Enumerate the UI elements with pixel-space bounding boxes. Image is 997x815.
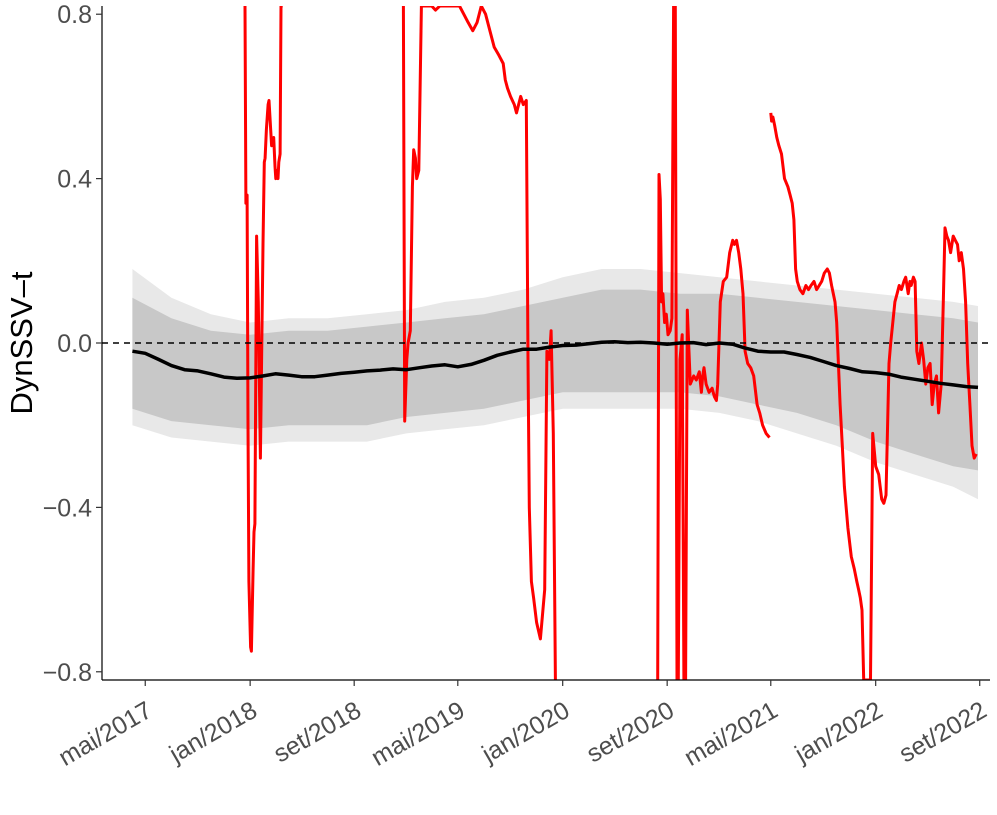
observed-series-line-1 (243, 6, 283, 653)
x-tick-label: mai/2017 (54, 696, 157, 772)
x-tick-label: mai/2019 (366, 696, 469, 772)
x-tick-label: set/2022 (894, 696, 991, 768)
x-tick-label: jan/2022 (789, 696, 887, 769)
x-tick-label: set/2020 (582, 696, 679, 768)
observed-series-line-4 (769, 112, 870, 680)
y-axis-title: DynSSV–t (4, 271, 39, 414)
y-tick-label: −0.8 (43, 659, 92, 687)
confidence-bands (132, 269, 978, 500)
y-tick-label: −0.4 (43, 494, 92, 522)
y-tick-label: 0.0 (57, 330, 92, 358)
data-series (102, 6, 990, 680)
inner-band (132, 289, 978, 471)
x-tick-label: set/2018 (269, 696, 366, 768)
observed-series-line-5 (869, 226, 978, 680)
y-tick-label: 0.8 (57, 1, 92, 29)
x-tick-label: jan/2020 (476, 696, 574, 769)
observed-series-line-3 (656, 6, 771, 680)
y-tick-label: 0.4 (57, 166, 92, 194)
x-tick-label: mai/2021 (679, 696, 782, 772)
mean-line (132, 340, 979, 390)
x-tick-label: jan/2018 (164, 696, 262, 769)
observed-series-line-2 (401, 6, 557, 680)
